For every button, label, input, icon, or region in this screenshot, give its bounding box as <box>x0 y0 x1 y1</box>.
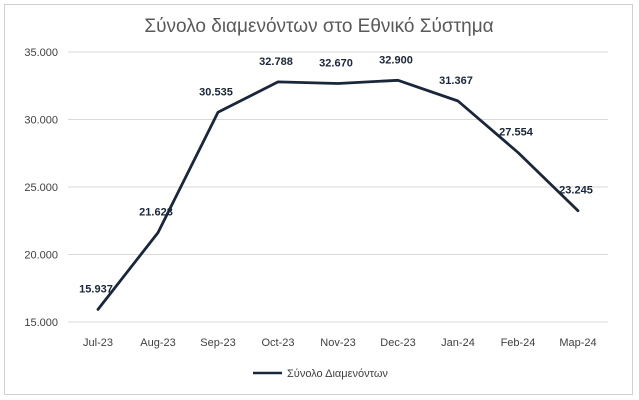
legend: Σύνολο Διαμενόντων <box>253 368 388 380</box>
y-tick-label: 35.000 <box>24 47 58 59</box>
data-label: 31.367 <box>439 75 473 87</box>
x-axis-ticks: Jul-23 Aug-23 Sep-23 Oct-23 Nov-23 Dec-23 Jan-… <box>83 337 597 349</box>
y-tick-label: 25.000 <box>24 182 58 194</box>
data-label: 30.535 <box>199 86 233 98</box>
x-tick-label: Map-24 <box>559 337 596 349</box>
legend-label: Σύνολο Διαμενόντων <box>287 368 388 380</box>
data-label: 32.900 <box>379 54 413 66</box>
x-tick-label: Aug-23 <box>140 337 175 349</box>
data-labels: 15.937 21.623 30.535 32.788 32.670 32.900 31.3… <box>79 54 593 295</box>
data-label: 23.245 <box>559 185 593 197</box>
data-label: 32.670 <box>319 57 353 69</box>
x-tick-label: Nov-23 <box>320 337 355 349</box>
data-label: 21.623 <box>139 207 173 219</box>
x-tick-label: Feb-24 <box>501 337 536 349</box>
data-label: 15.937 <box>79 283 113 295</box>
x-tick-label: Oct-23 <box>261 337 294 349</box>
chart-title: Σύνολο διαμενόντων στο Εθνικό Σύστημα <box>144 16 493 37</box>
data-label: 27.554 <box>499 127 534 139</box>
x-tick-label: Dec-23 <box>380 337 415 349</box>
data-label: 32.788 <box>259 56 293 68</box>
series-layer <box>96 78 580 311</box>
y-tick-label: 15.000 <box>24 317 58 329</box>
x-tick-label: Jan-24 <box>441 337 475 349</box>
series-line <box>96 78 580 311</box>
x-tick-label: Jul-23 <box>83 337 113 349</box>
y-tick-label: 30.000 <box>24 115 58 127</box>
gridlines <box>68 51 608 323</box>
x-tick-label: Sep-23 <box>200 337 235 349</box>
chart-frame <box>4 4 633 395</box>
y-axis-ticks: 15.000 20.000 25.000 30.000 35.000 <box>24 47 58 329</box>
y-tick-label: 20.000 <box>24 250 58 262</box>
